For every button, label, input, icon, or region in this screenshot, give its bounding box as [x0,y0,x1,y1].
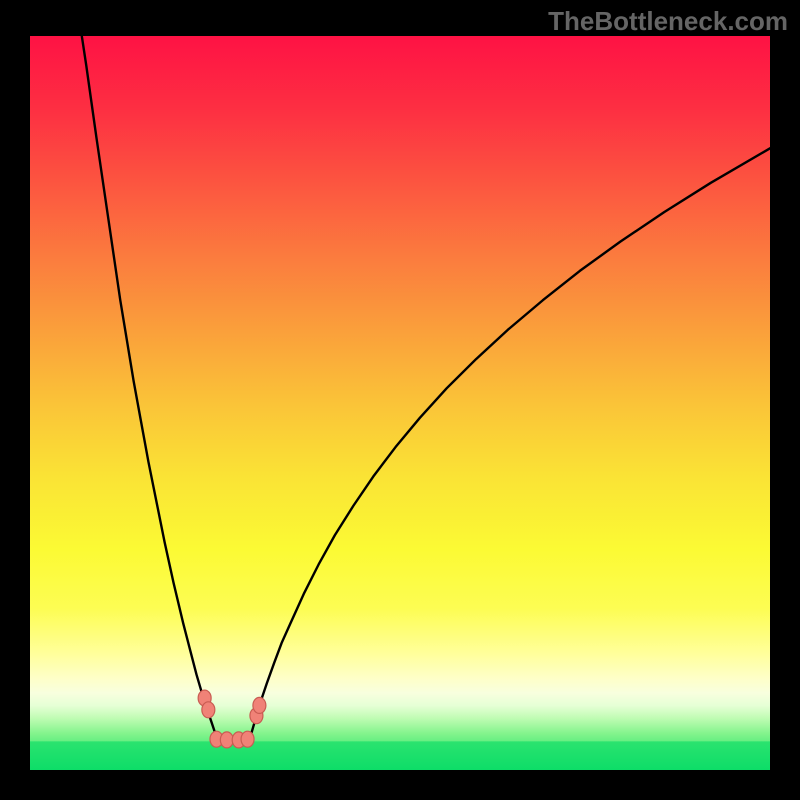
plot-area [30,36,770,770]
curve-marker [220,732,233,748]
gradient-background [30,36,770,770]
curve-marker [202,702,215,718]
green-band [30,741,770,770]
curve-marker [241,731,254,747]
curve-marker [253,697,266,713]
plot-svg [30,36,770,770]
watermark-text: TheBottleneck.com [548,6,788,37]
